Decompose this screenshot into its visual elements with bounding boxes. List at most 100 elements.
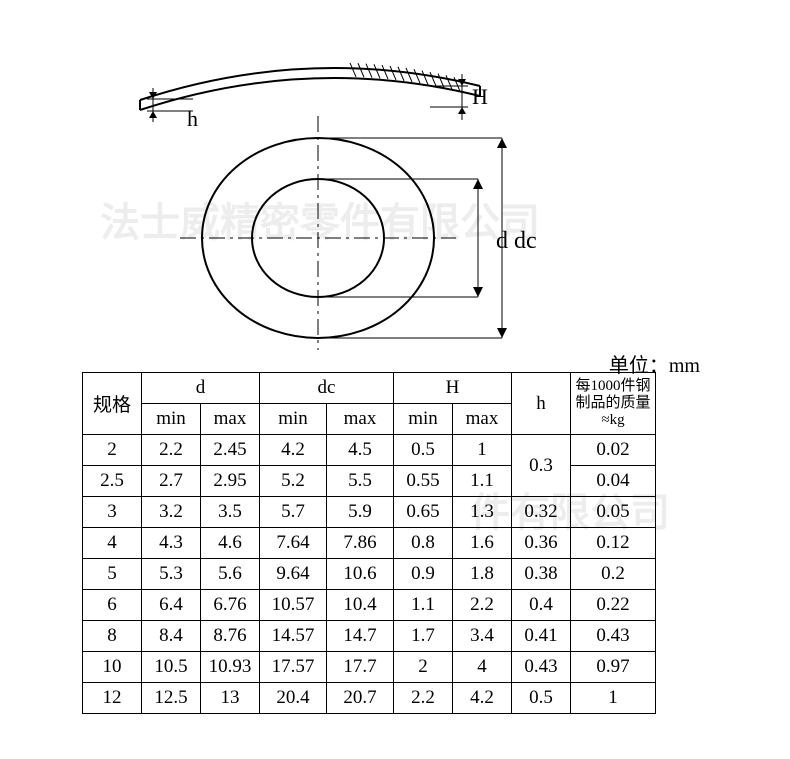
svg-text:h: h	[187, 106, 198, 131]
cell-dmax: 2.95	[201, 466, 260, 497]
cell-spec: 6	[83, 590, 142, 621]
hdr-wt: 每1000件钢 制品的质量 ≈kg	[571, 373, 656, 435]
cell-spec: 2	[83, 435, 142, 466]
cell-dcmin: 17.57	[260, 652, 327, 683]
hdr-dc-max: max	[327, 404, 394, 435]
hdr-d-min: min	[142, 404, 201, 435]
cell-dmin: 8.4	[142, 621, 201, 652]
cell-dcmax: 5.9	[327, 497, 394, 528]
cell-Hmin: 1.7	[394, 621, 453, 652]
cell-Hmax: 1	[453, 435, 512, 466]
cell-Hmax: 2.2	[453, 590, 512, 621]
cell-wt: 0.2	[571, 559, 656, 590]
cell-dmin: 10.5	[142, 652, 201, 683]
cell-h: 0.41	[512, 621, 571, 652]
hdr-wt-l3: ≈kg	[601, 412, 624, 428]
table-row: 2.52.72.955.25.50.551.10.04	[83, 466, 656, 497]
table-row: 1010.510.9317.5717.7240.430.97	[83, 652, 656, 683]
table-row: 44.34.67.647.860.81.60.360.12	[83, 528, 656, 559]
cell-spec: 8	[83, 621, 142, 652]
cell-wt: 0.05	[571, 497, 656, 528]
cell-h: 0.4	[512, 590, 571, 621]
cell-dcmax: 10.4	[327, 590, 394, 621]
cell-dmin: 2.2	[142, 435, 201, 466]
cell-Hmax: 1.3	[453, 497, 512, 528]
cell-h: 0.38	[512, 559, 571, 590]
hdr-dc: dc	[260, 373, 394, 404]
cell-dcmin: 7.64	[260, 528, 327, 559]
cell-Hmax: 1.8	[453, 559, 512, 590]
cell-spec: 12	[83, 683, 142, 714]
cell-dcmin: 20.4	[260, 683, 327, 714]
cell-dmin: 3.2	[142, 497, 201, 528]
cell-dmax: 4.6	[201, 528, 260, 559]
table-row: 1212.51320.420.72.24.20.51	[83, 683, 656, 714]
cell-dcmin: 5.2	[260, 466, 327, 497]
cell-dcmax: 17.7	[327, 652, 394, 683]
cell-spec: 2.5	[83, 466, 142, 497]
cell-h: 0.3	[512, 435, 571, 497]
cell-h: 0.32	[512, 497, 571, 528]
hdr-H-min: min	[394, 404, 453, 435]
cell-dmax: 8.76	[201, 621, 260, 652]
cell-wt: 0.04	[571, 466, 656, 497]
svg-text:d dc: d dc	[496, 228, 537, 254]
cell-dmax: 6.76	[201, 590, 260, 621]
cell-dcmin: 5.7	[260, 497, 327, 528]
cell-h: 0.43	[512, 652, 571, 683]
cell-Hmin: 0.5	[394, 435, 453, 466]
cell-Hmax: 1.1	[453, 466, 512, 497]
svg-text:H: H	[472, 84, 488, 109]
cell-dcmax: 14.7	[327, 621, 394, 652]
diagram-svg: h Hd dc	[0, 0, 790, 350]
cell-dmin: 12.5	[142, 683, 201, 714]
cell-dmin: 6.4	[142, 590, 201, 621]
cell-dmax: 10.93	[201, 652, 260, 683]
cell-wt: 0.43	[571, 621, 656, 652]
cell-dcmin: 10.57	[260, 590, 327, 621]
cell-Hmin: 0.8	[394, 528, 453, 559]
cell-wt: 0.97	[571, 652, 656, 683]
cell-Hmin: 2.2	[394, 683, 453, 714]
cell-Hmin: 0.9	[394, 559, 453, 590]
spec-table: 规格 d dc H h 每1000件钢 制品的质量 ≈kg min max mi…	[82, 372, 656, 714]
cell-dcmin: 9.64	[260, 559, 327, 590]
cell-dcmax: 5.5	[327, 466, 394, 497]
table-row: 33.23.55.75.90.651.30.320.05	[83, 497, 656, 528]
cell-spec: 4	[83, 528, 142, 559]
cell-wt: 0.12	[571, 528, 656, 559]
cell-dmax: 13	[201, 683, 260, 714]
table-row: 88.48.7614.5714.71.73.40.410.43	[83, 621, 656, 652]
cell-dmin: 2.7	[142, 466, 201, 497]
hdr-d: d	[142, 373, 260, 404]
cell-Hmin: 1.1	[394, 590, 453, 621]
cell-Hmax: 4.2	[453, 683, 512, 714]
cell-Hmin: 0.65	[394, 497, 453, 528]
cell-dmax: 5.6	[201, 559, 260, 590]
cell-Hmax: 1.6	[453, 528, 512, 559]
table-row: 66.46.7610.5710.41.12.20.40.22	[83, 590, 656, 621]
hdr-d-max: max	[201, 404, 260, 435]
cell-h: 0.5	[512, 683, 571, 714]
hdr-wt-l1: 每1000件钢	[575, 378, 650, 394]
table-row: 55.35.69.6410.60.91.80.380.2	[83, 559, 656, 590]
cell-spec: 3	[83, 497, 142, 528]
hdr-dc-min: min	[260, 404, 327, 435]
cell-h: 0.36	[512, 528, 571, 559]
cell-Hmin: 2	[394, 652, 453, 683]
cell-dcmax: 20.7	[327, 683, 394, 714]
cell-dcmax: 4.5	[327, 435, 394, 466]
cell-spec: 10	[83, 652, 142, 683]
cell-dmax: 2.45	[201, 435, 260, 466]
cell-spec: 5	[83, 559, 142, 590]
hdr-wt-l2: 制品的质量	[575, 395, 650, 411]
cell-Hmax: 3.4	[453, 621, 512, 652]
hdr-spec: 规格	[83, 373, 142, 435]
cell-wt: 1	[571, 683, 656, 714]
cell-dcmin: 14.57	[260, 621, 327, 652]
hdr-H-max: max	[453, 404, 512, 435]
cell-wt: 0.02	[571, 435, 656, 466]
cell-Hmax: 4	[453, 652, 512, 683]
cell-dmax: 3.5	[201, 497, 260, 528]
table-row: 22.22.454.24.50.510.30.02	[83, 435, 656, 466]
